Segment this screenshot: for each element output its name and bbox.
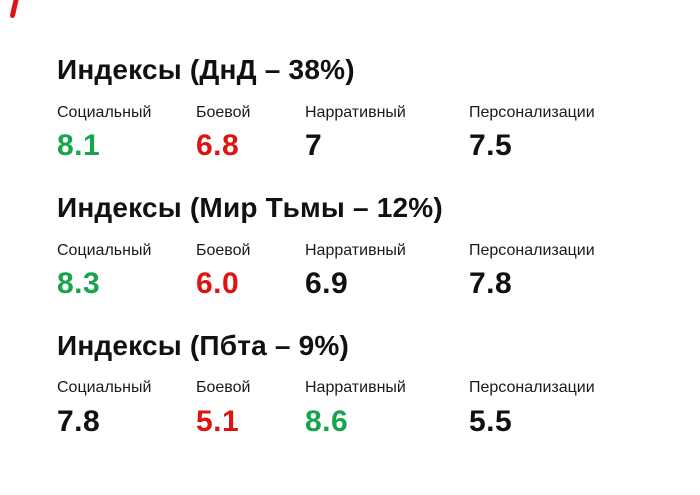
- metric-column: Нарративный 6.9: [305, 242, 469, 301]
- index-section: Индексы (ДнД – 38%) Социальный 8.1 Боево…: [57, 54, 670, 163]
- section-title: Индексы (ДнД – 38%): [57, 54, 355, 85]
- section-title: Индексы (Мир Тьмы – 12%): [57, 191, 443, 223]
- metric-label: Нарративный: [305, 241, 406, 259]
- metric-value: 6.9: [305, 266, 349, 300]
- red-scribble-mark: [10, 0, 19, 18]
- metric-column: Боевой 5.1: [196, 379, 305, 438]
- metric-column: Нарративный 7: [305, 104, 469, 163]
- metric-label: Социальный: [57, 103, 152, 121]
- metric-label: Персонализации: [469, 241, 595, 259]
- metrics-row: Социальный 7.8 Боевой 5.1 Нарративный 8.…: [57, 379, 670, 438]
- metric-label: Персонализации: [469, 379, 595, 397]
- section-title: Индексы (Пбта – 9%): [57, 329, 350, 361]
- metric-label: Нарративный: [305, 379, 406, 397]
- metric-value: 7: [305, 129, 323, 163]
- metric-value: 8.1: [57, 129, 101, 163]
- metric-value: 8.6: [305, 404, 349, 438]
- metric-value: 6.8: [196, 129, 240, 163]
- metric-column: Социальный 8.1: [57, 104, 196, 163]
- metric-value: 7.8: [57, 404, 101, 438]
- metric-label: Боевой: [196, 379, 251, 397]
- metric-value: 6.0: [196, 266, 240, 300]
- metric-column: Персонализации 7.5: [469, 104, 595, 163]
- metric-column: Боевой 6.0: [196, 242, 305, 301]
- metric-column: Нарративный 8.6: [305, 379, 469, 438]
- metric-value: 7.5: [469, 129, 513, 163]
- metrics-row: Социальный 8.1 Боевой 6.8 Нарративный 7 …: [57, 104, 670, 163]
- metric-value: 5.1: [196, 404, 240, 438]
- metric-label: Боевой: [196, 103, 251, 121]
- metrics-row: Социальный 8.3 Боевой 6.0 Нарративный 6.…: [57, 242, 670, 301]
- metric-column: Персонализации 7.8: [469, 242, 595, 301]
- metric-value: 7.8: [469, 266, 513, 300]
- metric-column: Персонализации 5.5: [469, 379, 595, 438]
- metric-label: Боевой: [196, 241, 251, 259]
- metric-value: 5.5: [469, 404, 513, 438]
- index-section: Индексы (Пбта – 9%) Социальный 7.8 Боево…: [57, 329, 670, 439]
- metric-value: 8.3: [57, 266, 101, 300]
- metric-column: Боевой 6.8: [196, 104, 305, 163]
- metric-column: Социальный 8.3: [57, 242, 196, 301]
- metric-label: Социальный: [57, 241, 152, 259]
- indices-report: Индексы (ДнД – 38%) Социальный 8.1 Боево…: [57, 54, 670, 468]
- index-section: Индексы (Мир Тьмы – 12%) Социальный 8.3 …: [57, 191, 670, 301]
- metric-label: Социальный: [57, 379, 152, 397]
- metric-label: Персонализации: [469, 103, 595, 121]
- metric-label: Нарративный: [305, 103, 406, 121]
- metric-column: Социальный 7.8: [57, 379, 196, 438]
